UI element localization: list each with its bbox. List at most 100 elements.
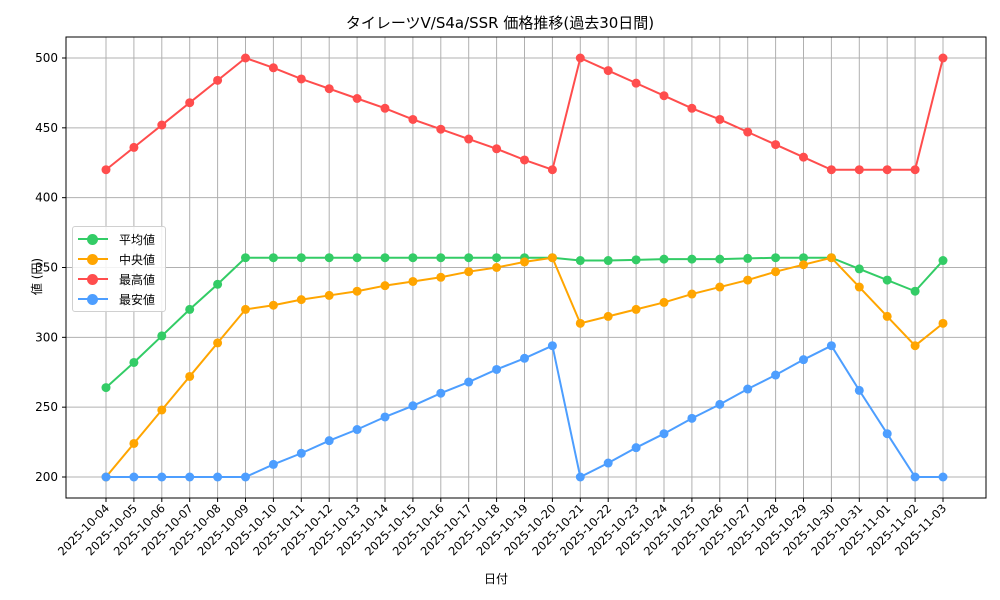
data-point-marker xyxy=(547,165,557,175)
data-point-marker xyxy=(268,459,278,469)
data-point-marker xyxy=(408,276,418,286)
data-point-marker xyxy=(352,425,362,435)
data-point-marker xyxy=(659,254,669,264)
data-point-marker xyxy=(687,413,697,423)
data-point-marker xyxy=(631,304,641,314)
data-point-marker xyxy=(799,260,808,270)
data-point-marker xyxy=(324,436,334,446)
legend-label: 平均値 xyxy=(119,233,156,247)
data-point-marker xyxy=(743,127,753,137)
data-point-marker xyxy=(938,256,948,266)
data-point-marker xyxy=(268,300,278,310)
legend-label: 最安値 xyxy=(119,293,156,307)
data-point-marker xyxy=(380,412,390,422)
data-point-marker xyxy=(464,267,474,277)
data-point-marker xyxy=(715,399,725,409)
data-point-marker xyxy=(324,84,334,94)
series-最高値 xyxy=(101,53,948,175)
legend-marker-icon xyxy=(87,254,98,265)
data-point-marker xyxy=(575,472,585,482)
y-tick-label: 400 xyxy=(35,191,58,205)
y-tick-label: 300 xyxy=(35,330,58,344)
data-point-marker xyxy=(771,253,781,263)
data-point-marker xyxy=(687,254,697,264)
data-point-marker xyxy=(380,103,390,113)
data-point-marker xyxy=(910,286,920,296)
data-point-marker xyxy=(380,253,390,263)
data-point-marker xyxy=(715,282,725,292)
data-point-marker xyxy=(436,388,446,398)
y-tick-label: 250 xyxy=(35,400,58,414)
data-point-marker xyxy=(854,282,864,292)
data-point-marker xyxy=(213,75,223,85)
data-point-marker xyxy=(771,140,781,150)
series-最安値 xyxy=(101,341,948,482)
data-point-marker xyxy=(659,297,669,307)
legend: 平均値 中央値 最高値 最安値 xyxy=(72,226,166,312)
data-point-marker xyxy=(799,253,808,263)
data-point-marker xyxy=(854,165,864,175)
data-point-marker xyxy=(743,384,753,394)
data-point-marker xyxy=(520,155,529,165)
data-point-marker xyxy=(854,264,864,274)
data-point-marker xyxy=(603,66,613,76)
x-axis-ticks: 2025-10-042025-10-052025-10-062025-10-07… xyxy=(55,498,949,558)
data-point-marker xyxy=(603,311,613,321)
data-point-marker xyxy=(408,401,418,411)
data-point-marker xyxy=(436,272,446,282)
data-point-marker xyxy=(520,353,529,363)
data-point-marker xyxy=(241,253,250,263)
data-point-marker xyxy=(771,370,781,380)
data-point-marker xyxy=(296,448,306,458)
data-series xyxy=(101,53,948,482)
legend-marker-icon xyxy=(87,274,98,285)
data-point-marker xyxy=(157,405,167,415)
data-point-marker xyxy=(352,94,362,104)
data-point-marker xyxy=(659,91,669,101)
data-point-marker xyxy=(492,263,502,272)
grid-lines xyxy=(66,37,986,498)
data-point-marker xyxy=(213,338,223,348)
data-point-marker xyxy=(129,142,139,152)
data-point-marker xyxy=(659,429,669,439)
data-point-marker xyxy=(938,472,948,482)
data-point-marker xyxy=(547,341,557,351)
y-tick-label: 200 xyxy=(35,470,58,484)
data-point-marker xyxy=(854,385,864,395)
data-point-marker xyxy=(241,472,250,482)
data-point-marker xyxy=(436,124,446,134)
data-point-marker xyxy=(575,53,585,63)
data-point-marker xyxy=(380,281,390,291)
data-point-marker xyxy=(547,253,557,263)
data-point-marker xyxy=(129,438,139,448)
data-point-marker xyxy=(603,256,613,266)
data-point-marker xyxy=(492,144,502,154)
data-point-marker xyxy=(185,304,195,314)
data-point-marker xyxy=(910,472,920,482)
legend-item-median: 中央値 xyxy=(73,249,165,269)
data-point-marker xyxy=(352,286,362,296)
data-point-marker xyxy=(185,472,195,482)
y-axis-label: 値 (円) xyxy=(30,257,45,296)
data-point-marker xyxy=(464,377,474,387)
data-point-marker xyxy=(743,253,753,263)
data-point-marker xyxy=(408,253,418,263)
data-point-marker xyxy=(715,114,725,124)
legend-item-min: 最安値 xyxy=(73,289,165,309)
data-point-marker xyxy=(157,472,167,482)
legend-label: 中央値 xyxy=(119,253,156,267)
legend-item-max: 最高値 xyxy=(73,269,165,289)
data-point-marker xyxy=(882,165,892,175)
data-point-marker xyxy=(241,53,250,63)
data-point-marker xyxy=(882,429,892,439)
data-point-marker xyxy=(575,318,585,328)
chart-title: タイレーツV/S4a/SSR 価格推移(過去30日間) xyxy=(345,14,655,32)
data-point-marker xyxy=(268,253,278,263)
data-point-marker xyxy=(157,331,167,341)
data-point-marker xyxy=(185,98,195,108)
y-tick-label: 350 xyxy=(35,261,58,275)
data-point-marker xyxy=(492,253,502,263)
legend-item-average: 平均値 xyxy=(73,229,165,249)
data-point-marker xyxy=(743,275,753,285)
